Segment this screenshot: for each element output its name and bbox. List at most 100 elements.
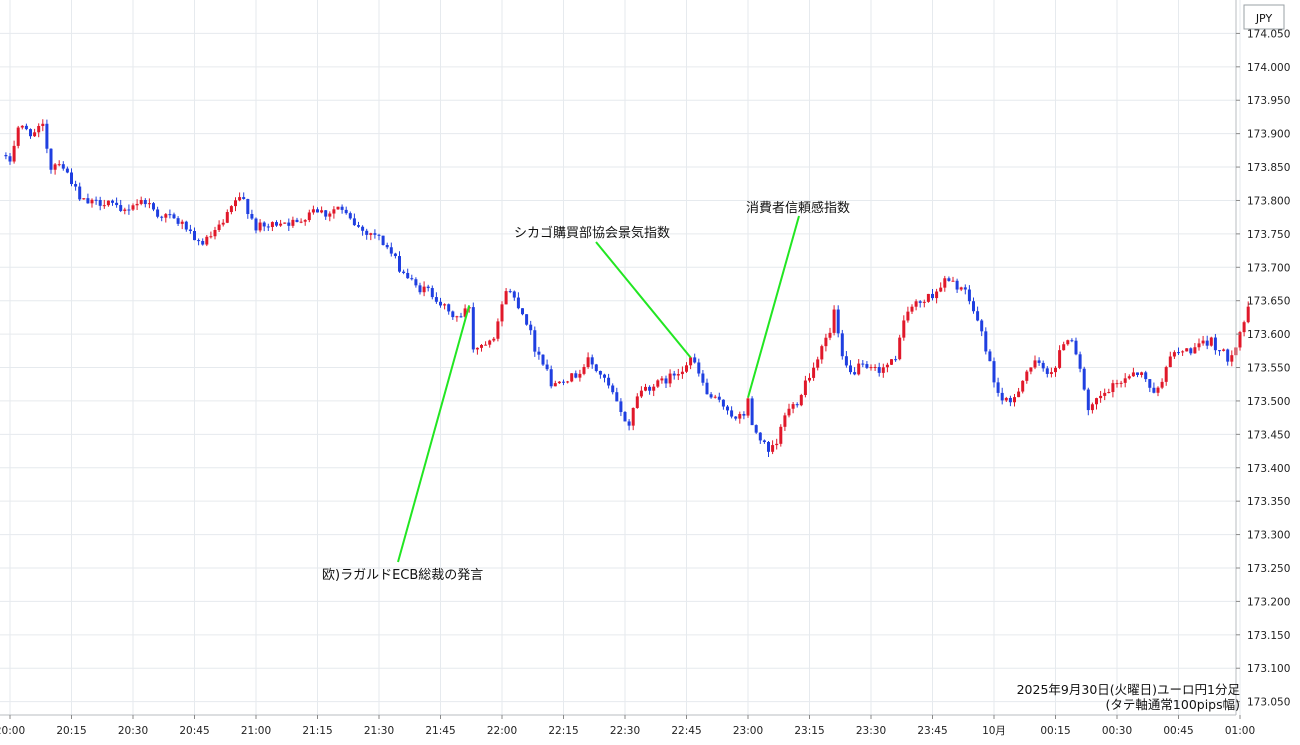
candle-body: [344, 209, 348, 214]
candle-body: [295, 219, 299, 223]
candle-body: [254, 218, 258, 231]
y-tick-label: 173.400: [1247, 463, 1290, 475]
candle-body: [455, 316, 459, 318]
candle-body: [439, 301, 442, 306]
candle-body: [307, 212, 311, 221]
candle-body: [820, 346, 824, 360]
candle-body: [78, 186, 82, 200]
candle-body: [471, 307, 475, 350]
candle-body: [1156, 387, 1160, 393]
candle-body: [890, 359, 893, 365]
candle-body: [537, 351, 541, 355]
candle-body: [1127, 376, 1131, 379]
candle-body: [258, 222, 262, 231]
candle-body: [389, 247, 393, 254]
candle-body: [172, 214, 176, 219]
x-tick-label: 22:30: [610, 725, 640, 737]
candle-body: [1017, 391, 1021, 398]
candle-body: [41, 123, 45, 127]
candle-body: [1062, 344, 1066, 351]
candle-body: [1111, 383, 1115, 393]
candle-body: [193, 230, 196, 241]
candle-body: [689, 357, 693, 366]
y-tick-label: 173.300: [1247, 530, 1290, 542]
candle-body: [176, 218, 180, 224]
candle-body: [229, 206, 233, 213]
x-tick-label: 00:45: [1163, 725, 1193, 737]
candle-body: [922, 301, 926, 303]
candle-body: [574, 373, 578, 378]
candle-body: [1140, 372, 1144, 375]
candle-body: [74, 184, 78, 187]
candle-body: [1144, 372, 1148, 380]
candle-body: [898, 337, 902, 360]
candle-body: [135, 203, 139, 206]
candle-body: [963, 287, 967, 290]
candle-body: [1181, 351, 1185, 353]
candle-body: [775, 443, 779, 446]
candle-body: [918, 301, 922, 303]
annotation-line: [397, 305, 471, 563]
candle-body: [496, 321, 500, 339]
candle-body: [660, 378, 664, 381]
candle-body: [287, 222, 291, 226]
candle-body: [414, 279, 418, 286]
candle-body: [570, 373, 574, 382]
candle-body: [767, 442, 770, 452]
candle-body: [935, 291, 939, 299]
candle-body: [717, 396, 721, 400]
candle-body: [1041, 362, 1045, 369]
candle-body: [488, 340, 492, 345]
y-tick-label: 174.050: [1247, 28, 1290, 40]
candle-body: [553, 383, 557, 387]
candle-body: [549, 369, 553, 387]
annotation-label: シカゴ購買部協会景気指数: [514, 225, 670, 241]
candle-body: [381, 235, 385, 246]
candle-body: [4, 155, 8, 157]
candle-body: [832, 309, 836, 333]
candle-body: [225, 212, 229, 223]
candle-body: [1107, 392, 1111, 394]
candle-body: [1066, 340, 1070, 345]
candle-body: [959, 287, 963, 290]
axis-frame: [0, 0, 1237, 716]
y-tick-label: 173.050: [1247, 697, 1290, 709]
candle-body: [1152, 387, 1156, 393]
candle-body: [1160, 381, 1164, 388]
y-tick-label: 173.150: [1247, 630, 1290, 642]
candle-body: [1008, 397, 1012, 403]
chart-caption: 2025年9月30日(火曜日)ユーロ円1分足 (タテ軸通常100pips幅): [1017, 682, 1241, 712]
x-tick-label: 01:00: [1225, 725, 1255, 737]
candle-body: [336, 206, 340, 210]
candle-body: [1213, 337, 1217, 351]
x-tick-label: 22:00: [487, 725, 517, 737]
candle-body: [734, 416, 738, 419]
candle-body: [266, 226, 270, 228]
candle-body: [152, 203, 155, 210]
x-tick-label: 23:15: [794, 725, 824, 737]
candle-body: [279, 223, 283, 226]
x-tick-label: 00:15: [1040, 725, 1070, 737]
candle-body: [545, 364, 549, 370]
candle-body: [1115, 383, 1119, 385]
candle-body: [783, 415, 787, 427]
y-tick-label: 173.950: [1247, 95, 1290, 107]
candle-body: [475, 347, 479, 350]
candle-body: [746, 398, 750, 416]
candle-body: [320, 210, 324, 213]
candle-body: [988, 351, 992, 362]
candle-body: [754, 425, 758, 433]
candle-body: [94, 199, 98, 201]
candle-body: [713, 396, 717, 398]
candle-body: [303, 220, 307, 222]
candle-body: [865, 364, 869, 368]
candle-body: [705, 382, 709, 395]
candle-body: [619, 401, 623, 412]
candlestick-series: [4, 119, 1250, 458]
candle-body: [188, 229, 192, 231]
candle-body: [1168, 356, 1172, 368]
candle-body: [680, 371, 684, 375]
candle-body: [131, 205, 135, 210]
candle-body: [639, 390, 643, 397]
candle-body: [1123, 378, 1127, 383]
